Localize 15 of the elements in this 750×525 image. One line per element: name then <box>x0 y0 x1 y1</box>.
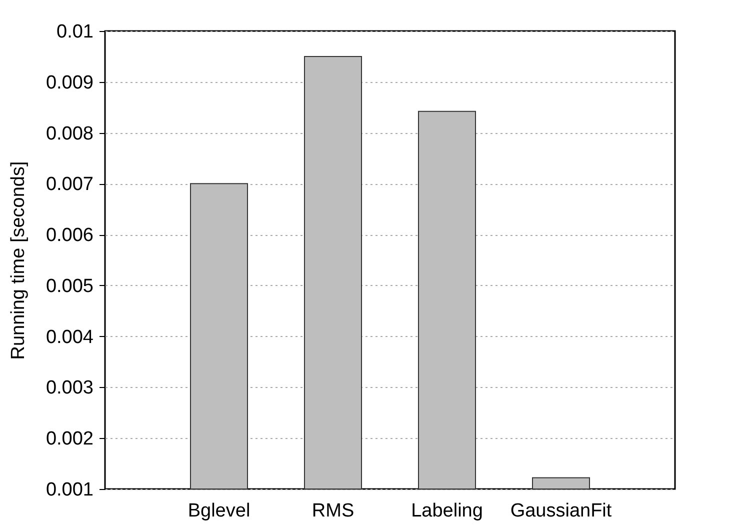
x-tick-label: Labeling <box>411 500 483 522</box>
x-tick-label: Bglevel <box>188 500 250 522</box>
y-tick-label: 0.007 <box>46 174 94 196</box>
y-tick-label: 0.009 <box>46 72 94 94</box>
y-tick-label: 0.005 <box>46 276 94 297</box>
y-tick-label: 0.008 <box>46 123 94 144</box>
y-tick-label: 0.006 <box>46 225 94 246</box>
y-tick-label: 0.002 <box>46 428 94 450</box>
y-tick-label: 0.003 <box>46 378 94 399</box>
x-tick-label: GaussianFit <box>510 500 612 522</box>
y-tick-label: 0.01 <box>56 22 94 42</box>
x-tick-label: RMS <box>312 500 354 522</box>
y-axis-title: Running time [seconds] <box>8 161 29 360</box>
y-tick-label: 0.004 <box>46 326 94 348</box>
y-tick-label: 0.001 <box>46 480 94 500</box>
